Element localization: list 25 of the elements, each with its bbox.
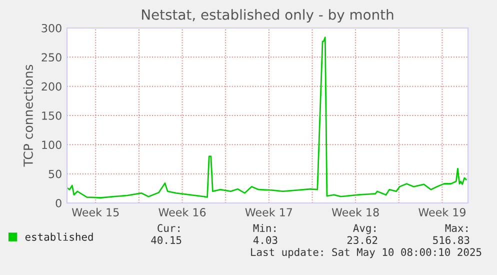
text: Avg: bbox=[353, 224, 376, 234]
text: Max: bbox=[445, 224, 468, 232]
line-series bbox=[67, 36, 467, 198]
x-tick-label: Week 15 bbox=[72, 208, 119, 216]
text: Last update: Sat May 10 08:00:10 2025 bbox=[251, 248, 482, 258]
chart-title: Netstat, established only - by month bbox=[142, 9, 394, 23]
y-tick-label: 300 bbox=[42, 24, 62, 32]
text: Min: bbox=[253, 224, 276, 232]
x-tick-label: Week 17 bbox=[245, 208, 292, 216]
text: 40.15 bbox=[151, 236, 182, 244]
y-axis-title: TCP connections bbox=[23, 64, 33, 167]
y-tick-label: 150 bbox=[42, 111, 62, 120]
y-tick-label: 0 bbox=[56, 198, 62, 208]
y-tick-label: 100 bbox=[42, 140, 62, 150]
x-tick-label: Week 19 bbox=[418, 208, 466, 216]
y-tick-label: 250 bbox=[42, 53, 62, 62]
x-tick-label: Week 16 bbox=[158, 208, 206, 216]
text: 4.03 bbox=[253, 236, 278, 244]
legend-label: established bbox=[25, 232, 93, 241]
x-tick-label: Week 18 bbox=[332, 208, 379, 216]
y-tick-label: 50 bbox=[48, 170, 62, 178]
text: 516.83 bbox=[433, 236, 470, 244]
text: 23.62 bbox=[347, 236, 378, 244]
text: Cur: bbox=[158, 224, 180, 232]
y-tick-label: 200 bbox=[42, 82, 62, 91]
